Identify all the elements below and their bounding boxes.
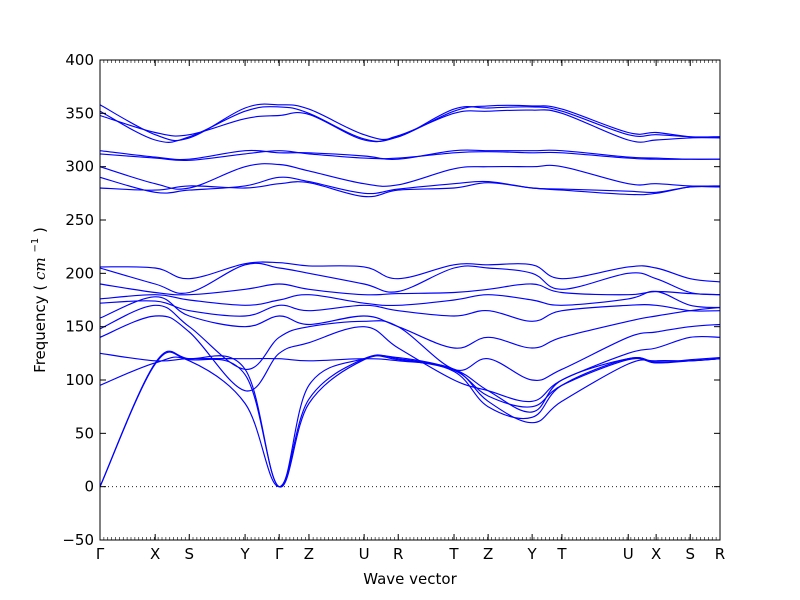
y-axis-label-exponent: −1 <box>30 238 41 253</box>
x-tick-label: U <box>623 545 634 563</box>
y-tick-label: 150 <box>65 318 94 336</box>
x-tick-label: T <box>448 545 459 563</box>
band-line-4 <box>99 149 721 161</box>
y-tick-label: −50 <box>62 531 94 549</box>
y-tick-label: 300 <box>65 158 94 176</box>
x-tick-label: Z <box>304 545 314 563</box>
band-line-19 <box>99 350 721 488</box>
band-line-6 <box>99 163 721 190</box>
y-tick-label: 400 <box>65 51 94 69</box>
y-axis-label-text: Frequency ( <box>31 285 49 373</box>
y-axis-ticks: −50 0 50 100 150 200 250 300 350 400 <box>62 51 720 549</box>
band-line-7 <box>99 176 721 195</box>
band-line-8 <box>99 181 721 198</box>
x-tick-label: R <box>393 545 403 563</box>
band-line-10 <box>99 262 721 296</box>
y-tick-label: 200 <box>65 264 94 282</box>
x-tick-label: S <box>685 545 695 563</box>
band-line-11 <box>99 283 721 296</box>
band-line-15 <box>99 304 721 381</box>
y-tick-label: 50 <box>75 424 94 442</box>
x-tick-label: Z <box>483 545 493 563</box>
y-axis-label: Frequency ( cm −1 ) <box>24 227 49 373</box>
band-line-20 <box>99 351 721 488</box>
y-tick-label: 350 <box>65 104 94 122</box>
x-tick-label: Γ <box>96 545 105 563</box>
y-tick-label: 0 <box>84 478 94 496</box>
band-line-5 <box>99 150 720 162</box>
y-tick-label: 250 <box>65 211 94 229</box>
x-tick-label: T <box>556 545 567 563</box>
band-line-13 <box>99 300 721 322</box>
x-tick-label: Y <box>527 545 538 563</box>
x-tick-label: U <box>359 545 370 563</box>
x-tick-label: X <box>150 545 160 563</box>
band-line-14 <box>99 296 721 349</box>
x-tick-label: X <box>651 545 661 563</box>
x-tick-label: Γ <box>275 545 284 563</box>
y-axis-label-close: ) <box>31 227 49 233</box>
x-tick-label: Y <box>239 545 250 563</box>
y-tick-label: 100 <box>65 371 94 389</box>
x-tick-label: R <box>715 545 725 563</box>
x-axis-label: Wave vector <box>363 570 457 588</box>
band-line-9 <box>99 261 721 283</box>
band-line-12 <box>99 290 721 309</box>
band-line-3 <box>99 109 721 143</box>
x-tick-label: S <box>185 545 195 563</box>
y-axis-label-unit: cm <box>31 257 49 280</box>
band-lines <box>99 103 721 488</box>
x-axis-minor-ticks <box>99 60 721 540</box>
